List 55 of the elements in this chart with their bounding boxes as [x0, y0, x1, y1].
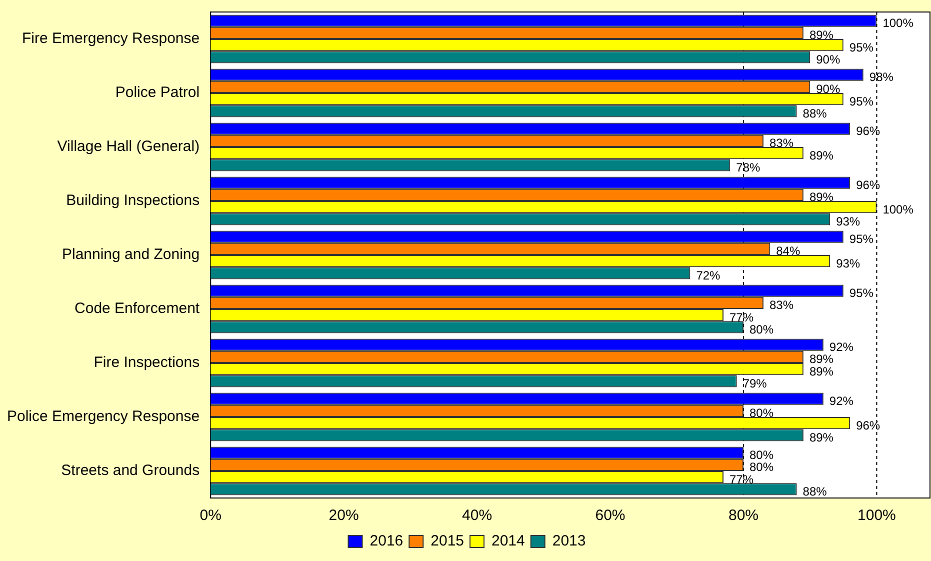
data-label: 77%	[730, 310, 754, 324]
data-label: 93%	[836, 256, 860, 270]
data-label: 96%	[856, 418, 880, 432]
data-label: 89%	[809, 364, 834, 378]
x-tick-label: 40%	[462, 507, 492, 524]
data-label: 93%	[836, 214, 860, 229]
x-tick-label: 80%	[728, 507, 759, 524]
y-tick-label: Planning and Zoning	[62, 246, 200, 264]
x-tick-label: 20%	[328, 507, 359, 524]
data-label: 92%	[829, 340, 854, 354]
legend-label: 2015	[430, 532, 464, 550]
data-label: 89%	[809, 28, 834, 42]
data-label: 88%	[802, 106, 828, 121]
y-tick-label: Police Patrol	[115, 84, 200, 102]
x-tick-label: 100%	[858, 507, 896, 524]
x-tick-label: 0%	[200, 507, 222, 524]
data-label: 83%	[769, 298, 794, 312]
legend-label: 2013	[552, 532, 586, 550]
legend-label: 2014	[492, 532, 525, 550]
y-tick-label: Building Inspections	[66, 192, 200, 210]
data-label: 80%	[749, 322, 774, 337]
x-tick-label: 60%	[595, 507, 626, 524]
data-label: 88%	[802, 484, 828, 499]
data-label: 95%	[849, 40, 874, 54]
data-label: 95%	[849, 232, 874, 246]
data-label: 95%	[849, 94, 874, 108]
data-label: 90%	[816, 82, 840, 96]
data-label: 80%	[749, 460, 774, 474]
legend-label: 2016	[370, 532, 404, 550]
data-label: 95%	[849, 286, 874, 300]
data-label: 92%	[829, 394, 854, 408]
data-label: 83%	[769, 136, 794, 150]
data-label: 80%	[749, 406, 774, 420]
data-label: 78%	[736, 160, 761, 175]
data-label: 96%	[856, 178, 880, 192]
data-label: 84%	[776, 244, 800, 258]
y-tick-label: Police Emergency Response	[6, 408, 200, 426]
data-label: 100%	[882, 202, 914, 216]
y-tick-label: Code Enforcement	[74, 300, 200, 318]
data-label: 72%	[696, 268, 721, 283]
data-label: 90%	[816, 52, 840, 67]
data-label: 89%	[809, 148, 834, 162]
data-label: 98%	[869, 70, 894, 84]
data-label: 77%	[730, 472, 754, 486]
data-label: 96%	[856, 124, 880, 138]
data-label: 79%	[742, 376, 768, 391]
y-tick-label: Fire Emergency Response	[22, 30, 200, 48]
y-tick-label: Village Hall (General)	[57, 138, 200, 156]
data-label: 89%	[809, 430, 834, 445]
data-label: 89%	[809, 352, 834, 366]
data-label: 89%	[809, 190, 834, 204]
y-tick-label: Fire Inspections	[94, 354, 200, 372]
data-label: 80%	[749, 448, 774, 462]
data-label: 100%	[882, 16, 914, 30]
y-tick-label: Streets and Grounds	[61, 462, 200, 480]
